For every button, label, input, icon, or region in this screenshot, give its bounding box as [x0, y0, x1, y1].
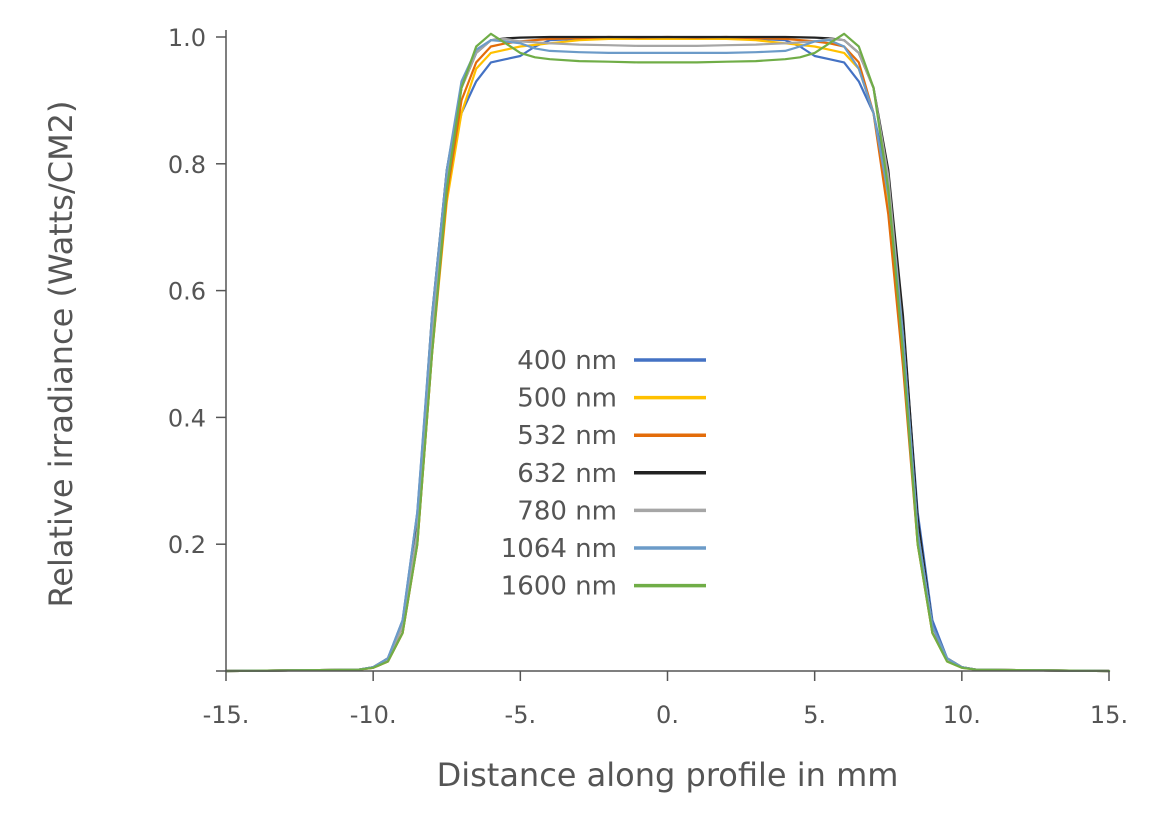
x-tick-label: -15. — [203, 701, 250, 729]
legend-label: 780 nm — [517, 496, 617, 526]
legend-item: 780 nm — [517, 496, 706, 526]
series-line-532-nm — [224, 35, 1111, 673]
x-tick-label: -10. — [350, 701, 397, 729]
series-line-1600-nm — [224, 32, 1111, 673]
y-tick-label: 0.2 — [168, 531, 206, 559]
legend-label: 532 nm — [517, 421, 617, 451]
series-layer — [224, 32, 1111, 673]
y-tick-label: 0.6 — [168, 278, 206, 306]
legend-label: 1600 nm — [501, 572, 617, 602]
legend-item: 532 nm — [517, 421, 706, 451]
series-line-500-nm — [224, 37, 1111, 673]
legend-item: 632 nm — [517, 459, 706, 489]
legend-label: 500 nm — [517, 384, 617, 414]
axes: -15. -10. -5. 0. 5. 10. 15. 0.2 0.4 0.6 0.8 1.0 — [168, 24, 1128, 729]
x-tick-label: 10. — [943, 701, 981, 729]
legend-label: 632 nm — [517, 459, 617, 489]
legend-item: 400 nm — [517, 346, 706, 376]
y-tick-label: 1.0 — [168, 24, 206, 52]
legend-item: 500 nm — [517, 384, 706, 414]
y-tick-label: 0.8 — [168, 151, 206, 179]
legend-item: 1600 nm — [501, 572, 706, 602]
x-tick-label: 5. — [803, 701, 826, 729]
legend: 400 nm 500 nm 532 nm 632 nm 780 nm 1064 nm 160… — [501, 346, 706, 602]
x-tick-label: -5. — [505, 701, 537, 729]
y-tick-label: 0.4 — [168, 404, 206, 432]
series-line-780-nm — [224, 37, 1111, 673]
series-line-632-nm — [224, 35, 1111, 673]
x-tick-label: 15. — [1090, 701, 1128, 729]
legend-label: 1064 nm — [501, 534, 617, 564]
legend-label: 400 nm — [517, 346, 617, 376]
x-axis-title: Distance along profile in mm — [437, 756, 899, 794]
x-tick-label: 0. — [656, 701, 679, 729]
y-axis-title: Relative irradiance (Watts/CM2) — [42, 100, 80, 607]
series-line-400-nm — [224, 37, 1111, 673]
series-line-1064-nm — [224, 39, 1111, 673]
legend-item: 1064 nm — [501, 534, 706, 564]
